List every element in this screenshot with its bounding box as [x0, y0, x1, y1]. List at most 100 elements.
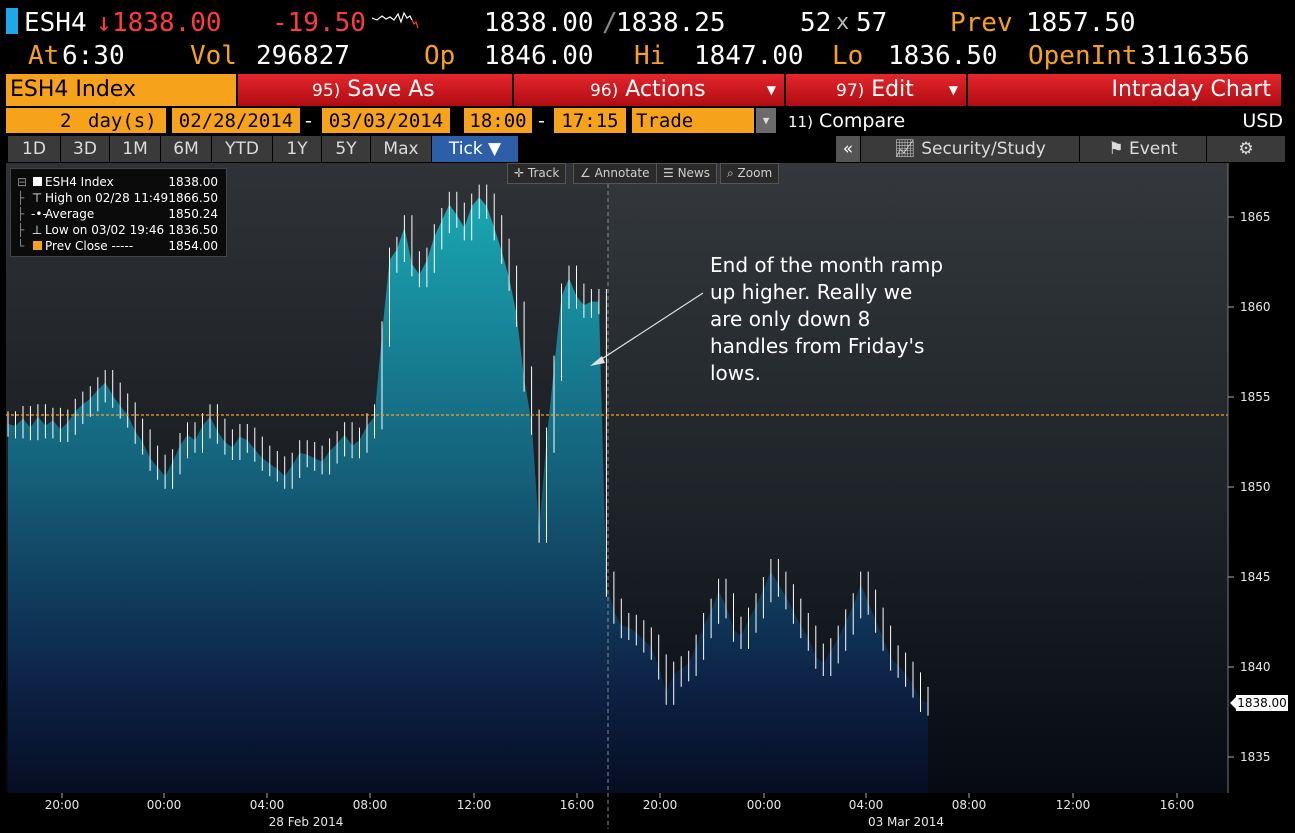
tab-5y[interactable]: 5Y [322, 136, 371, 162]
days-field[interactable]: 2 day(s) [6, 108, 166, 133]
tab-1y[interactable]: 1Y [273, 136, 322, 162]
y-tick-label: 1835 [1240, 750, 1271, 764]
bid-size: 52 [800, 8, 832, 38]
end-date-field[interactable]: 03/03/2014 [322, 108, 450, 133]
actions-menu[interactable]: 96) Actions ▼ [514, 74, 786, 106]
settings-button[interactable]: ⚙ [1207, 136, 1286, 162]
at-label: At [28, 41, 60, 71]
series-swatch-icon [31, 174, 43, 190]
x-tick-label: 08:00 [952, 798, 987, 812]
tab-3d[interactable]: 3D [61, 136, 110, 162]
legend-label: High on 02/28 11:49 [45, 191, 169, 205]
quote-header: ESH4 ↓ 1838.00 -19.50 1838.00 / 1838.25 … [0, 0, 1295, 74]
x-tick-label: 04:00 [250, 798, 285, 812]
bid-ask-separator: / [602, 8, 618, 38]
legend-row-prev-close: └ Prev Close ----- 1854.00 [17, 238, 222, 254]
end-time-field[interactable]: 17:15 [554, 108, 626, 133]
end-time: 17:15 [561, 110, 619, 132]
time-axis-panel [0, 793, 1295, 833]
open-label: Op [424, 41, 456, 71]
x-tick-label: 00:00 [747, 798, 782, 812]
tab-1d[interactable]: 1D [8, 136, 61, 162]
tree-line-icon: └ [17, 239, 25, 253]
x-tick-label: 04:00 [849, 798, 884, 812]
ask-price: 1838.25 [616, 8, 726, 38]
ticker[interactable]: ESH4 [24, 8, 87, 38]
prev-label: Prev [950, 8, 1013, 38]
prev-value: 1857.50 [1026, 8, 1136, 38]
legend-row-security[interactable]: ⊟ ESH4 Index 1838.00 [17, 174, 222, 190]
tab-max[interactable]: Max [371, 136, 432, 162]
y-tick-label: 1860 [1240, 300, 1271, 314]
average-marker-icon: -•- [31, 207, 47, 221]
last-price: 1838.00 [112, 8, 222, 38]
date-range-dash: - [305, 110, 312, 132]
vol-label: Vol [190, 41, 237, 71]
tab-tick[interactable]: Tick ▼ [432, 136, 519, 162]
legend-value: 1850.24 [168, 207, 218, 221]
event-button[interactable]: ⚑ Event [1080, 136, 1207, 162]
event-type-dropdown-icon[interactable]: ▼ [756, 108, 776, 133]
y-tick-label: 1845 [1240, 570, 1271, 584]
track-button[interactable]: ✛ Track [507, 163, 567, 184]
event-type-select[interactable]: Trade [632, 108, 754, 133]
tab-6m[interactable]: 6M [161, 136, 212, 162]
period-tab-bar: 1D 3D 1M 6M YTD 1Y 5Y Max Tick ▼ « 📈︎ Se… [0, 136, 1295, 162]
start-date-field[interactable]: 02/28/2014 [172, 108, 300, 133]
price-area [8, 197, 928, 793]
menu-bar: ESH4 Index 95) Save As 96) Actions ▼ 97)… [0, 74, 1295, 106]
edit-menu[interactable]: 97) Edit ▼ [786, 74, 968, 106]
net-change: -19.50 [272, 8, 366, 38]
last-price-pointer [1230, 697, 1236, 709]
tab-ytd[interactable]: YTD [212, 136, 273, 162]
legend-label: Low on 03/02 19:46 [45, 223, 165, 237]
legend-label: Average [45, 207, 95, 221]
security-field[interactable]: ESH4 Index [6, 74, 236, 106]
days-unit: day(s) [88, 110, 157, 132]
news-button[interactable]: ☰ News [656, 163, 718, 184]
function-title-text: Intraday Chart [1111, 77, 1272, 102]
start-time-field[interactable]: 18:00 [464, 108, 532, 133]
edit-number: 97) [836, 81, 865, 101]
zoom-button[interactable]: ⌕ Zoom [720, 163, 780, 184]
save-as-label: Save As [347, 77, 435, 102]
security-study-button[interactable]: 📈︎ Security/Study [861, 136, 1080, 162]
legend-label: ESH4 Index [45, 175, 114, 189]
x-tick-label: 20:00 [643, 798, 678, 812]
save-as-button[interactable]: 95) Save As [238, 74, 514, 106]
legend-row-low: ├ ⊥ Low on 03/02 19:46 1836.50 [17, 222, 222, 238]
last-price-label: 1838.00 [1237, 696, 1287, 710]
annotate-button[interactable]: ∠ Annotate [573, 163, 657, 184]
legend-value: 1866.50 [168, 191, 218, 205]
last-price-tag [1236, 695, 1288, 711]
annotate-label: Annotate [594, 166, 650, 180]
legend-value: 1836.50 [168, 223, 218, 237]
quote-time: 6:30 [62, 41, 125, 71]
tree-line-icon: ├ [17, 223, 25, 237]
compare-button[interactable]: 11) Compare [788, 108, 905, 135]
price-chart[interactable]: 1835 1840 1845 1850 1855 1860 1865 20:00 00:00 0… [0, 163, 1295, 833]
legend-value: 1854.00 [168, 239, 218, 253]
currency[interactable]: USD [1242, 110, 1283, 132]
days-value: 2 [60, 110, 72, 132]
tree-line-icon: ├ [17, 191, 25, 205]
collapse-icon[interactable]: ⊟ [17, 175, 28, 189]
chevron-down-icon: ▼ [766, 83, 776, 97]
chevron-down-icon: ▼ [948, 83, 958, 97]
annotation-arrowhead [590, 356, 605, 366]
edit-label: Edit [871, 77, 914, 102]
x-tick-label: 16:00 [560, 798, 595, 812]
down-arrow-icon: ↓ [96, 8, 112, 38]
legend-value: 1838.00 [168, 175, 218, 189]
x-tick-label: 12:00 [457, 798, 492, 812]
chart-annotation[interactable]: End of the month ramp up higher. Really … [710, 253, 944, 385]
x-tick-label: 12:00 [1056, 798, 1091, 812]
low-marker-icon: ⊥ [31, 223, 43, 237]
tab-1m[interactable]: 1M [110, 136, 161, 162]
collapse-button[interactable]: « [836, 136, 861, 162]
date-label: 03 Mar 2014 [868, 815, 944, 829]
compare-number: 11) [788, 113, 813, 131]
y-tick-label: 1850 [1240, 480, 1271, 494]
x-tick-label: 08:00 [353, 798, 388, 812]
chart-legend[interactable]: ⊟ ESH4 Index 1838.00 ├ ⊤ High on 02/28 1… [10, 168, 227, 257]
